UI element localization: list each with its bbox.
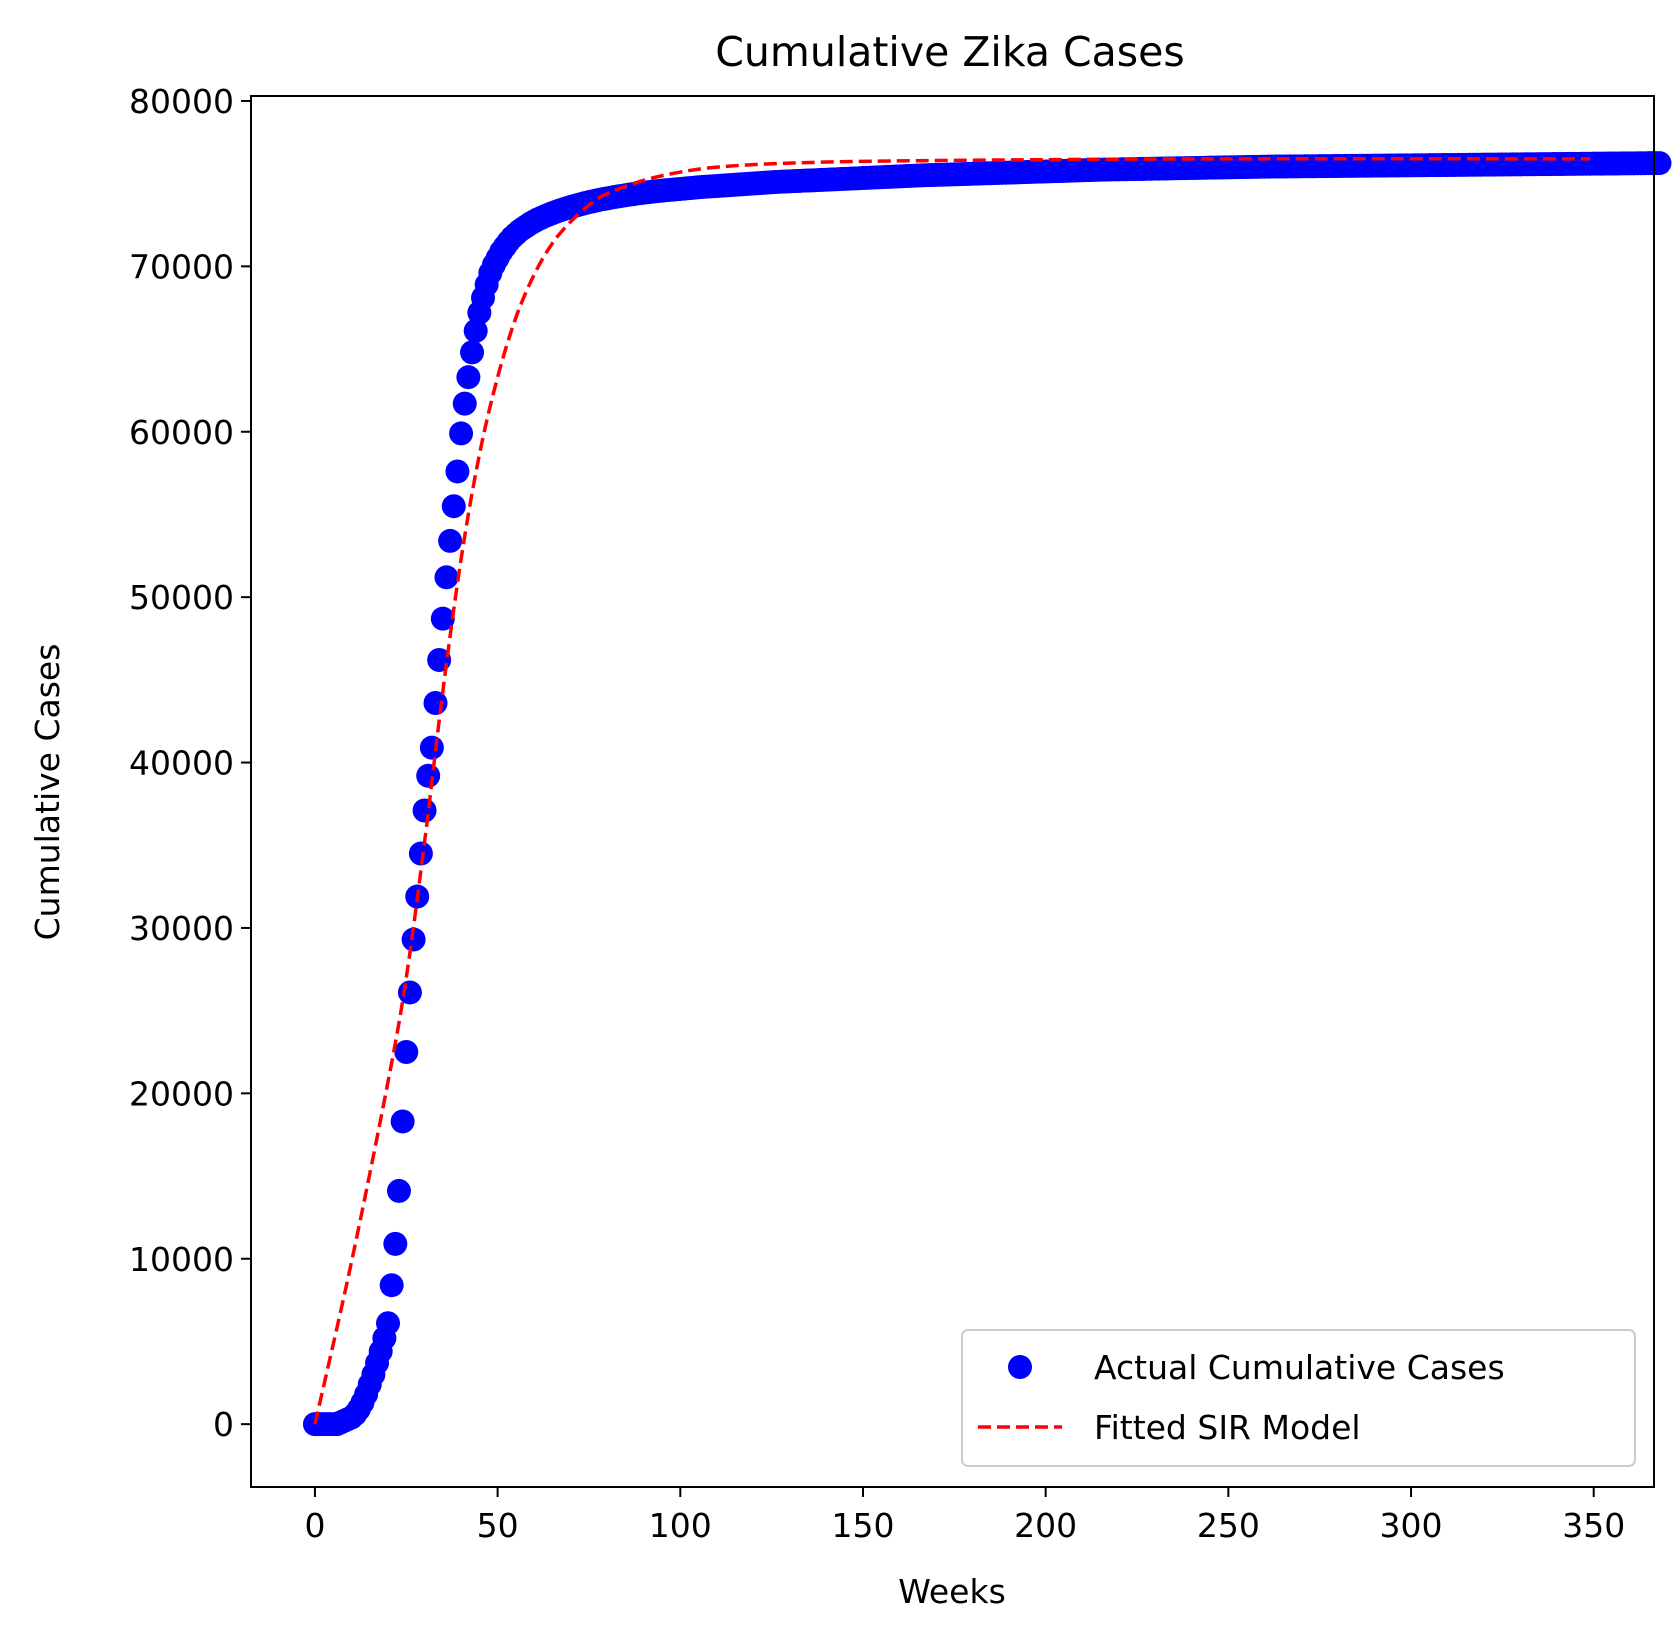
x-tick-label: 250 xyxy=(1197,1506,1260,1545)
data-point xyxy=(408,841,433,866)
data-point xyxy=(419,735,444,760)
legend-marker-actual xyxy=(1008,1355,1032,1379)
data-point xyxy=(430,606,455,631)
data-point xyxy=(441,494,466,519)
x-tick-label: 50 xyxy=(477,1506,519,1545)
data-point xyxy=(434,565,459,590)
legend-label-model: Fitted SIR Model xyxy=(1094,1408,1361,1447)
axis-ticks: 0 50 100 150 200 250 300 350 0 10000 20000 30000 400… xyxy=(129,82,1625,1545)
fitted-sir-line xyxy=(313,157,1591,1425)
y-tick-label: 40000 xyxy=(129,744,234,783)
y-tick-label: 10000 xyxy=(129,1240,234,1279)
plot-area xyxy=(302,151,1672,1437)
legend: Actual Cumulative Cases Fitted SIR Model xyxy=(961,1329,1636,1467)
data-point xyxy=(412,798,437,823)
y-tick-label: 20000 xyxy=(129,1074,234,1113)
data-point xyxy=(401,927,426,952)
legend-label-actual: Actual Cumulative Cases xyxy=(1094,1348,1505,1387)
y-axis-label: Cumulative Cases xyxy=(28,644,67,941)
data-point xyxy=(460,340,485,365)
data-point xyxy=(376,1311,401,1336)
x-tick-label: 150 xyxy=(831,1506,894,1545)
x-axis-label: Weeks xyxy=(898,1572,1006,1611)
y-tick-label: 0 xyxy=(213,1405,234,1444)
y-tick-label: 30000 xyxy=(129,909,234,948)
data-point xyxy=(386,1178,411,1203)
chart-title: Cumulative Zika Cases xyxy=(715,28,1184,76)
y-tick-label: 80000 xyxy=(129,82,234,121)
data-point xyxy=(456,365,481,390)
axes-frame xyxy=(250,95,1655,1488)
y-tick-label: 60000 xyxy=(129,413,234,452)
x-tick-label: 100 xyxy=(649,1506,712,1545)
data-point xyxy=(463,318,488,343)
data-point xyxy=(379,1273,404,1298)
x-tick-label: 300 xyxy=(1380,1506,1443,1545)
x-tick-label: 200 xyxy=(1014,1506,1077,1545)
data-point xyxy=(397,980,422,1005)
data-point xyxy=(438,528,463,553)
data-point xyxy=(416,763,441,788)
x-tick-label: 0 xyxy=(304,1506,325,1545)
legend-box xyxy=(961,1329,1636,1467)
data-point xyxy=(452,391,477,416)
data-point xyxy=(394,1040,419,1065)
y-tick-label: 70000 xyxy=(129,247,234,286)
y-tick-label: 50000 xyxy=(129,578,234,617)
data-point xyxy=(449,421,474,446)
data-point xyxy=(445,459,470,484)
data-point xyxy=(390,1109,415,1134)
x-tick-label: 350 xyxy=(1562,1506,1625,1545)
data-point xyxy=(1647,151,1672,176)
data-point xyxy=(383,1231,408,1256)
